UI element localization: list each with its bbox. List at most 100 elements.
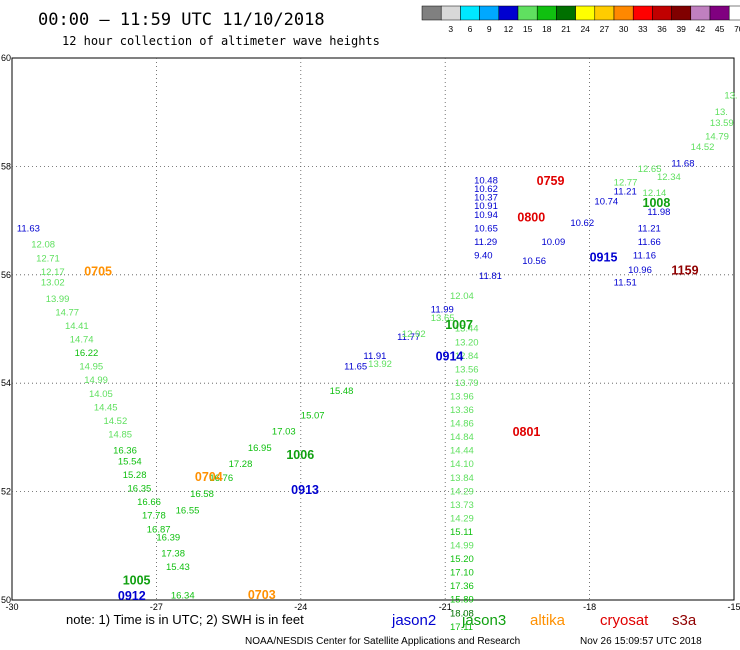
scale-swatch <box>613 5 634 21</box>
wave-height-value: 10.62 <box>474 184 498 195</box>
wave-height-value: 11.29 <box>474 237 497 248</box>
wave-height-value: 15.11 <box>450 527 473 538</box>
wave-height-value: 18.08 <box>450 608 474 619</box>
wave-height-value: 14.85 <box>108 429 132 440</box>
scale-label: 42 <box>696 24 706 34</box>
wave-height-value: 13.56 <box>455 364 479 375</box>
wave-height-value: 16.76 <box>209 473 233 484</box>
satellite-name: s3a <box>672 612 697 629</box>
wave-height-value: 11.63 <box>17 223 40 234</box>
units-note: note: 1) Time is in UTC; 2) SWH is in fe… <box>66 612 304 627</box>
satellite-name: jason3 <box>461 612 506 629</box>
wave-height-value: 15.43 <box>166 562 190 573</box>
wave-height-value: 12.17 <box>41 267 65 278</box>
wave-height-value: 10.48 <box>474 176 498 187</box>
wave-height-value: 15.20 <box>450 554 474 565</box>
wave-height-value: 17.78 <box>142 511 166 522</box>
pass-time-label: 0912 <box>118 589 146 603</box>
wave-height-value: 16.22 <box>75 348 99 359</box>
wave-height-value: 12.14 <box>643 188 667 199</box>
wave-height-value: 15.28 <box>123 470 147 481</box>
scale-swatch <box>479 5 500 21</box>
wave-height-value: 17.38 <box>161 549 185 560</box>
wave-height-value: 13.92 <box>368 359 392 370</box>
wave-height-value: 11.65 <box>344 362 367 373</box>
wave-height-value: 13.59 <box>710 118 734 129</box>
pass-time-labels: 0705 0704 0703 0913 0914 0915 0912 1005 1006 1007… <box>84 174 698 603</box>
wave-height-value: 15.54 <box>118 457 142 468</box>
wave-height-value: 17.36 <box>450 581 474 592</box>
wave-height-value: 16.35 <box>128 484 152 495</box>
plot-frame <box>11 57 735 601</box>
pass-time-label: 0915 <box>590 250 618 264</box>
wave-height-value: 13.20 <box>455 337 479 348</box>
wave-height-value: 10.74 <box>594 196 618 207</box>
pass-time-label: 0914 <box>436 349 464 363</box>
scale-swatch <box>728 5 740 21</box>
x-tick-label: -18 <box>583 602 596 612</box>
satellite-legend: jason2 jason3 altika cryosat s3a <box>391 612 697 629</box>
scale-label: 12 <box>504 24 514 34</box>
wave-height-value: 14.29 <box>450 486 474 497</box>
wave-height-value: 14.77 <box>55 307 79 318</box>
scale-label: 3 <box>448 24 453 34</box>
wave-height-value: 11.21 <box>614 187 637 198</box>
x-tick-label: -30 <box>5 602 18 612</box>
wave-height-value: 15.48 <box>330 386 354 397</box>
scale-swatch <box>690 5 711 21</box>
wave-height-value: 16.36 <box>113 446 137 457</box>
wave-height-value: 14.10 <box>450 459 474 470</box>
wave-height-value: 11.51 <box>614 278 637 289</box>
pass-time-label: 1008 <box>643 196 671 210</box>
wave-height-value: 10.96 <box>628 265 652 276</box>
scale-swatch <box>421 5 442 21</box>
scale-swatch <box>498 5 519 21</box>
wave-height-value: 10.56 <box>522 256 546 267</box>
wave-height-value: 14.84 <box>450 432 474 443</box>
wave-height-value: 13.96 <box>450 391 474 402</box>
wave-height-value: 11.98 <box>647 207 670 218</box>
wave-height-value: 14.95 <box>79 362 103 373</box>
wave-height-value: 14.45 <box>94 402 118 413</box>
y-tick-label: 50 <box>1 595 11 605</box>
scale-swatch <box>575 5 596 21</box>
scale-swatch <box>709 5 730 21</box>
wave-height-value: 11.77 <box>397 332 420 343</box>
wave-height-value: 13.79 <box>455 378 479 389</box>
wave-height-value: 14.74 <box>70 335 94 346</box>
wave-height-value: 15.89 <box>450 595 474 606</box>
x-tick-label: -15 <box>727 602 740 612</box>
scale-swatch <box>671 5 692 21</box>
wave-height-value: 16.66 <box>137 497 161 508</box>
wave-height-value: 11.66 <box>638 237 661 248</box>
wave-height-value: 11.21 <box>638 223 661 234</box>
wave-height-value: 10.62 <box>570 218 594 229</box>
y-tick-label: 56 <box>1 270 11 280</box>
wave-height-value: 14.44 <box>450 446 474 457</box>
scale-label: 33 <box>638 24 648 34</box>
wave-height-value: 10.91 <box>474 201 498 212</box>
scale-label: 45 <box>715 24 725 34</box>
wave-height-value: 11.81 <box>479 271 502 282</box>
x-tick-label: -27 <box>150 602 163 612</box>
pass-time-label: 0800 <box>517 211 545 225</box>
wave-height-value: 13.99 <box>46 294 70 305</box>
wave-height-value: 16.55 <box>176 505 200 516</box>
wave-height-value: 13.73 <box>450 500 474 511</box>
wave-height-value: 12.77 <box>614 177 638 188</box>
wave-height-value: 10.94 <box>474 210 498 221</box>
credit-text: NOAA/NESDIS Center for Satellite Applica… <box>245 636 520 647</box>
satellite-name: jason2 <box>391 612 436 629</box>
pass-time-label: 1006 <box>286 448 314 462</box>
wave-height-value: 10.37 <box>474 193 498 204</box>
wave-height-value: 16.39 <box>156 532 180 543</box>
wave-height-value: 12.92 <box>402 329 426 340</box>
wave-height-labels: 11.6310.4810.6210.3710.9110.9410.6511.29… <box>17 91 738 633</box>
wave-height-value: 14.05 <box>89 389 113 400</box>
wave-height-value: 10.65 <box>474 223 498 234</box>
chart-title: 00:00 – 11:59 UTC 11/10/2018 <box>38 10 325 30</box>
wave-height-value: 13.44 <box>455 324 479 335</box>
scale-swatch <box>460 5 480 21</box>
wave-height-value: 14.99 <box>84 375 108 386</box>
color-scale-legend: 36912151821242730333639424570(ft) <box>421 5 740 34</box>
